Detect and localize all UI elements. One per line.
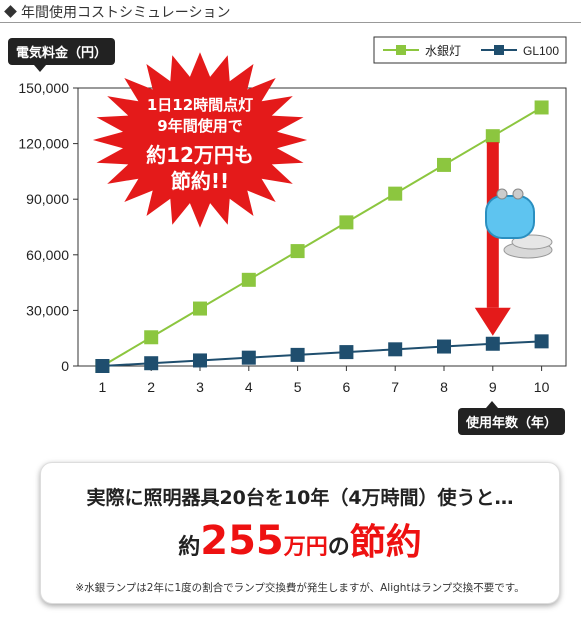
y-tick-label: 120,000 xyxy=(18,136,69,152)
cost-line-chart: 0 30,000 60,000 90,000 120,000 150,000 1 2 3 4 5 6 7… xyxy=(18,36,567,395)
summary-note: ※水銀ランプは2年に1度の割合でランプ交換費が発生しますが、Alightはランプ… xyxy=(75,582,525,594)
x-tick-label: 1 xyxy=(99,379,107,395)
data-point xyxy=(95,359,110,373)
burst-text: 約12万円も xyxy=(146,143,254,167)
legend-marker xyxy=(396,45,406,55)
data-point xyxy=(193,353,207,368)
summary-particle: の xyxy=(327,535,350,560)
data-point xyxy=(437,157,451,172)
header-divider xyxy=(0,22,581,23)
data-point xyxy=(241,272,256,287)
summary-prefix: 約 xyxy=(178,535,201,560)
savings-summary-box: 実際に照明器具20台を10年（4万時間）使うと… 約255万円の節約 ※水銀ラン… xyxy=(40,462,560,604)
burst-text: 1日12時間点灯 xyxy=(147,96,253,114)
burst-text: 9年間使用で xyxy=(157,117,242,135)
x-tick-label: 9 xyxy=(489,379,497,395)
burst-text: 節約!! xyxy=(171,169,229,193)
data-point xyxy=(290,347,305,362)
data-point xyxy=(437,339,451,354)
data-point xyxy=(485,129,500,144)
x-tick-label: 4 xyxy=(245,379,253,395)
x-tick-label: 2 xyxy=(147,379,155,395)
legend-label: 水銀灯 xyxy=(425,44,461,58)
y-tick-label: 0 xyxy=(61,358,69,374)
data-point xyxy=(144,356,159,371)
savings-arrow-head xyxy=(474,307,511,336)
y-axis-label: 電気料金（円） xyxy=(8,38,116,72)
summary-saving-word: 節約 xyxy=(349,522,422,563)
legend: 水銀灯 GL100 xyxy=(373,36,567,64)
section-header: 年間使用コストシミュレーション xyxy=(4,2,231,22)
y-tick-label: 150,000 xyxy=(18,80,69,96)
x-axis-label: 使用年数（年） xyxy=(458,401,566,435)
x-tick-label: 10 xyxy=(534,379,550,395)
summary-headline: 実際に照明器具20台を10年（4万時間）使うと… xyxy=(86,487,514,509)
purse-clasp xyxy=(496,188,508,200)
data-point xyxy=(144,330,159,345)
series-line xyxy=(101,106,543,367)
y-tick-label: 90,000 xyxy=(26,191,69,207)
burst-shape xyxy=(92,52,308,228)
coin-purse-icon xyxy=(485,188,553,259)
x-tick-label: 5 xyxy=(294,379,302,395)
legend-marker xyxy=(494,45,504,55)
data-point xyxy=(534,100,549,115)
x-tick-label: 3 xyxy=(196,379,204,395)
summary-savings: 約255万円の節約 xyxy=(41,516,559,574)
data-point xyxy=(339,345,354,360)
data-point xyxy=(388,186,403,201)
summary-unit: 万円 xyxy=(283,535,328,560)
data-point xyxy=(339,215,354,230)
legend-label: GL100 xyxy=(523,44,559,58)
y-tick-label: 60,000 xyxy=(26,247,69,263)
section-title: 年間使用コストシミュレーション xyxy=(21,5,231,21)
purse-clasp xyxy=(512,188,524,200)
data-point xyxy=(193,301,207,316)
x-tick-label: 7 xyxy=(391,379,399,395)
data-point xyxy=(534,334,549,349)
x-tick-label: 8 xyxy=(440,379,448,395)
series-line xyxy=(102,340,542,367)
data-point xyxy=(290,244,305,259)
summary-amount: 255 xyxy=(200,518,284,564)
y-tick-label: 30,000 xyxy=(26,302,69,318)
data-point xyxy=(388,342,403,357)
legend-frame xyxy=(373,36,567,64)
purse-body xyxy=(485,195,535,239)
data-point xyxy=(241,350,256,365)
data-point xyxy=(485,336,500,351)
x-tick-label: 6 xyxy=(343,379,351,395)
